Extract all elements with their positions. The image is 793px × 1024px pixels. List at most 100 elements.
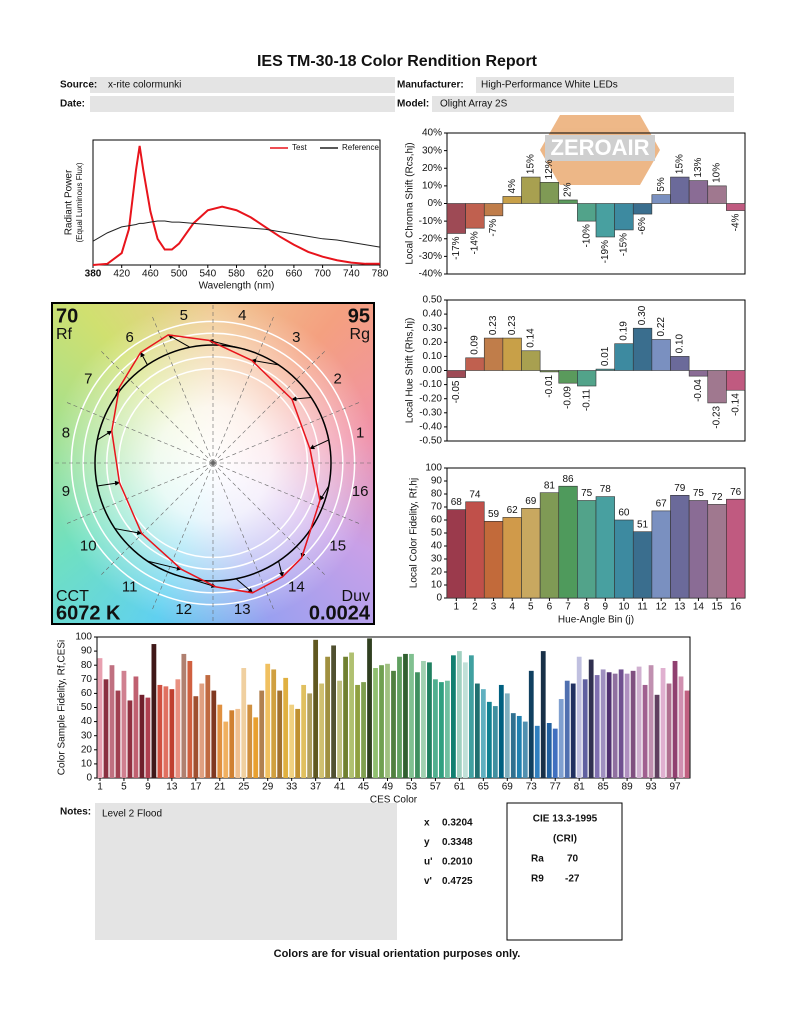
y-tick-label: 0.00 [423, 365, 443, 376]
y-tick-label: 50 [81, 702, 93, 713]
value-label: 72 [712, 492, 724, 503]
bar [127, 700, 133, 778]
shift-arrow [140, 351, 148, 366]
bar [139, 694, 145, 778]
bar [483, 203, 504, 217]
field-value: x-rite colormunki [108, 80, 181, 91]
y-axis-label: Local Hue Shift (Rhs,hj) [405, 318, 416, 424]
y-tick-label: 70 [81, 674, 93, 685]
value-label: 0.01 [600, 346, 611, 366]
x-tick-label: 97 [669, 782, 681, 793]
series-line [92, 220, 381, 248]
bar [521, 507, 541, 599]
bar [486, 701, 492, 778]
y-tick-label: 80 [431, 489, 443, 500]
bar [707, 504, 727, 599]
value-label: -0.09 [563, 386, 574, 409]
bar [355, 684, 360, 778]
bar [521, 176, 541, 204]
x-tick-label: 740 [343, 269, 360, 280]
value-label: 86 [563, 474, 575, 485]
field-box [476, 77, 734, 93]
bar [630, 670, 636, 778]
vector-frame [51, 302, 375, 625]
x-tick-label: 61 [454, 782, 466, 793]
bar [283, 677, 289, 778]
x-tick-label: 14 [693, 602, 705, 613]
y-tick-label: -40% [419, 269, 442, 280]
shift-arrow [147, 560, 182, 571]
x-tick-label: 5 [528, 602, 534, 613]
x-tick-label: 700 [314, 269, 331, 280]
bin-label: 10 [80, 537, 97, 554]
bar [115, 690, 121, 778]
bar [385, 663, 390, 778]
bin-label: 1 [356, 425, 364, 442]
bar [688, 370, 709, 377]
bin-label: 2 [334, 371, 342, 388]
x-tick-label: 65 [478, 782, 490, 793]
bar [614, 203, 634, 231]
bar [618, 669, 624, 778]
bar [319, 683, 325, 778]
field-label: Manufacturer: [397, 80, 464, 91]
value-label: 75 [693, 488, 705, 499]
bar [157, 684, 163, 778]
value-label: 68 [451, 497, 463, 508]
bin-label: 7 [84, 371, 92, 388]
value-label: -17% [451, 236, 462, 259]
x-tick-label: 500 [171, 269, 188, 280]
legend-label: Reference [342, 143, 379, 152]
value-label: 59 [488, 509, 500, 520]
x-axis-label: Hue-Angle Bin (j) [558, 615, 634, 626]
shift-arrow [235, 578, 254, 594]
bar [483, 337, 504, 371]
y-tick-label: 0.40 [423, 309, 443, 320]
y-tick-label: 60 [81, 688, 93, 699]
bar [670, 356, 690, 371]
field-label: Model: [397, 99, 429, 110]
chromaticity-value: 0.3204 [442, 818, 473, 829]
value-label: 62 [507, 505, 519, 516]
bar [726, 370, 746, 391]
value-label: 2% [563, 182, 574, 197]
chromaticity-value: 0.2010 [442, 857, 473, 868]
bin-label: 11 [122, 579, 138, 596]
title: IES TM-30-18 Color Rendition Report [257, 53, 538, 70]
y-tick-label: 30 [81, 730, 93, 741]
y-tick-label: 0.20 [423, 337, 443, 348]
bar [462, 662, 468, 778]
bar [632, 203, 653, 215]
bar [726, 203, 746, 211]
value-label: -0.14 [730, 393, 741, 416]
bar [271, 669, 277, 778]
bar [606, 672, 612, 778]
bar [678, 676, 684, 778]
bar [504, 693, 510, 778]
y-axis-label: Local Chroma Shift (Rcs,hj) [405, 142, 416, 264]
x-tick-label: 77 [550, 782, 562, 793]
value-label: 0.23 [488, 315, 499, 335]
value-label: 0.10 [674, 333, 685, 353]
chromaticity-label: u' [424, 857, 433, 868]
value-label: 12% [544, 159, 555, 179]
bar [379, 665, 384, 778]
chromaticity-value: 0.3348 [442, 837, 473, 848]
y-tick-label: 90 [431, 476, 443, 487]
bar [181, 653, 187, 778]
bar [253, 717, 259, 778]
bar [468, 655, 474, 778]
value-label: 78 [600, 484, 612, 495]
bar [241, 668, 247, 778]
x-tick-label: 4 [509, 602, 515, 613]
plot-frame [92, 139, 381, 266]
logo: ZEROAIR [540, 115, 660, 185]
bar [295, 708, 301, 778]
bar [361, 682, 366, 778]
bar [199, 683, 205, 778]
value-label: -0.11 [581, 389, 592, 411]
bin-label: 15 [329, 537, 346, 554]
bar [684, 690, 690, 778]
chromaticity-value: 0.4725 [442, 876, 473, 887]
value-label: -6% [637, 217, 648, 235]
